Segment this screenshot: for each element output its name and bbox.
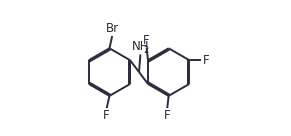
Text: NH: NH: [132, 40, 150, 53]
Text: F: F: [143, 34, 150, 47]
Text: F: F: [203, 54, 210, 67]
Text: F: F: [103, 109, 109, 123]
Text: 2: 2: [144, 46, 149, 55]
Text: F: F: [164, 109, 171, 123]
Text: Br: Br: [106, 22, 119, 35]
